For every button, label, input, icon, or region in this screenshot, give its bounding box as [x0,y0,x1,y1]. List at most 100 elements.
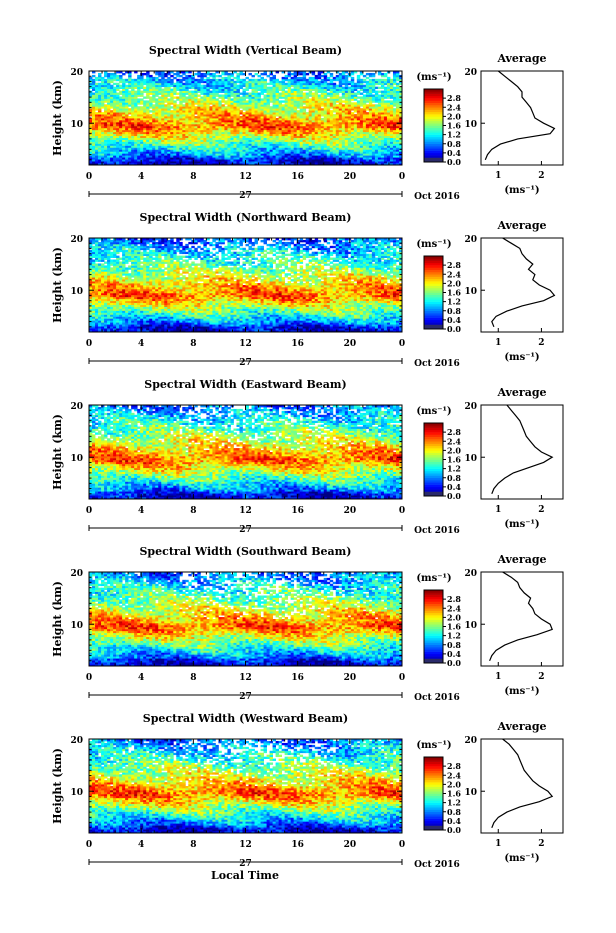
heatmap-cell [224,106,227,108]
heatmap-cell [270,77,273,79]
heatmap-cell [372,104,375,106]
heatmap-cell [128,116,131,118]
heatmap-cell [242,112,245,114]
heatmap-cell [387,77,390,79]
colorbar-swatch [424,96,443,99]
heatmap [89,71,402,165]
heatmap-cell [194,73,197,75]
heatmap-cell [221,104,224,106]
heatmap-cell [242,79,245,81]
heatmap-cell [291,89,294,91]
heatmap-cell [137,75,140,77]
heatmap-cell [116,93,119,95]
heatmap-cell [363,95,366,97]
y-tick-label: 20 [70,68,83,78]
heatmap-cell [119,75,122,77]
heatmap-cell [170,106,173,108]
heatmap-cell [143,96,146,98]
x-tick-label: 8 [190,172,196,182]
heatmap-cell [327,98,330,100]
heatmap-cell [92,75,95,77]
heatmap-cell [116,75,119,77]
date-day-label: 27 [239,191,252,201]
heatmap-cell [119,85,122,87]
heatmap-cell [267,83,270,85]
colorbar-swatch [424,105,443,108]
heatmap-cell [261,77,264,79]
heatmap-cell [378,95,381,97]
avg-y-tick-label: 20 [464,68,477,78]
heatmap-cell [179,79,182,81]
heatmap-cell [282,100,285,102]
heatmap-cell [360,79,363,81]
heatmap-cell [122,73,125,75]
heatmap-cell [384,73,387,75]
colorbar-swatch [424,141,443,144]
heatmap-cell [246,81,249,83]
heatmap-cell [333,83,336,85]
heatmap-cell [134,91,137,93]
heatmap-cell [297,110,300,112]
heatmap-cell [197,79,200,81]
heatmap-cell [92,93,95,95]
heatmap-cell [366,112,369,114]
heatmap-cell [354,102,357,104]
heatmap-cell [354,93,357,95]
heatmap-cell [170,110,173,112]
average-title: Average [496,52,546,65]
heatmap-cell [267,87,270,89]
heatmap-cell [140,98,143,100]
heatmap-cell [279,100,282,102]
heatmap-cell [173,83,176,85]
heatmap-cell [342,100,345,102]
heatmap-cell [176,96,179,98]
colorbar-swatch [424,112,443,115]
heatmap-cell [318,95,321,97]
heatmap-cell [182,83,185,85]
avg-x-axis-label: (ms⁻¹) [504,185,539,196]
heatmap-cell [221,77,224,79]
avg-x-tick-label: 1 [495,171,501,181]
heatmap-cell [116,83,119,85]
colorbar-swatch [424,157,443,160]
heatmap-cell [167,98,170,100]
heatmap-cell [309,77,312,79]
colorbar-swatch [424,110,443,113]
colorbar-swatch [424,144,443,147]
heatmap-cell [327,83,330,85]
date-label: Oct 2016 [414,192,460,202]
heatmap-cell [182,104,185,106]
heatmap-cell [119,96,122,98]
heatmap-cell [215,75,218,77]
heatmap-cell [360,108,363,110]
heatmap-cell [215,79,218,81]
heatmap-cell [375,87,378,89]
heatmap-cell [393,108,396,110]
heatmap-cell [146,100,149,102]
heatmap-cell [381,79,384,81]
heatmap-cell [137,106,140,108]
heatmap-cell [158,79,161,81]
heatmap-cell [185,96,188,98]
heatmap-cell [239,96,242,98]
x-tick-label: 4 [138,172,144,182]
heatmap-cell [128,108,131,110]
heatmap-cell [125,85,128,87]
colorbar-swatch [424,153,443,156]
heatmap-cell [375,104,378,106]
heatmap-cell [173,77,176,79]
heatmap-cell [194,79,197,81]
heatmap-cell [182,77,185,79]
colorbar-swatch [424,123,443,126]
colorbar-swatch [424,137,443,140]
heatmap-cell [149,75,152,77]
heatmap-cell [200,96,203,98]
heatmap-cell [258,79,261,81]
heatmap-cell [366,81,369,83]
colorbar-unit-label: (ms⁻¹) [416,72,451,83]
heatmap-cell [164,104,167,106]
heatmap-cell [140,106,143,108]
heatmap-cell [239,110,242,112]
